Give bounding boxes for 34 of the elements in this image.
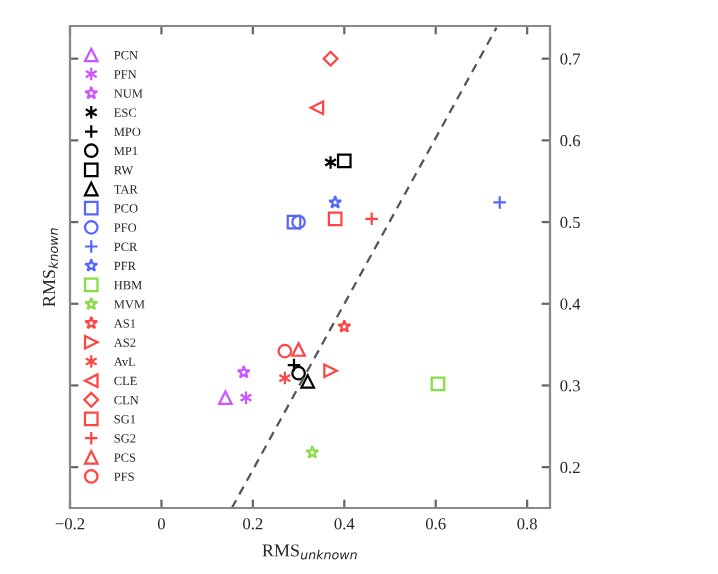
- point: [328, 195, 343, 209]
- point: [324, 155, 338, 170]
- y-tick-label: 0.5: [560, 216, 580, 229]
- point: [305, 445, 320, 459]
- x-tick-label: 0.4: [334, 518, 355, 530]
- point: [291, 214, 306, 230]
- point: [430, 376, 446, 392]
- y-tick-label: 0.3: [560, 380, 580, 392]
- x-tick-label: 0.6: [425, 518, 446, 530]
- x-tick-label: 0: [157, 518, 165, 530]
- point: [309, 100, 325, 116]
- point: [278, 370, 292, 386]
- x-tick-label: 0.8: [517, 518, 537, 530]
- point: [323, 363, 338, 379]
- point: [300, 374, 316, 389]
- point: [236, 365, 251, 379]
- x-axis-title: RMS$_{unknown}$: [262, 544, 357, 560]
- point: [286, 214, 302, 230]
- point: [239, 390, 253, 406]
- x-tick-label: 0.2: [243, 518, 263, 530]
- y-tick-label: 0.6: [560, 135, 581, 147]
- x-tick-label: −0.2: [55, 518, 85, 530]
- point: [322, 50, 339, 67]
- point: [291, 342, 306, 357]
- point: [218, 390, 233, 406]
- point: [327, 211, 343, 227]
- y-axis-title: RMS$_{known}$: [42, 228, 59, 307]
- y-tick-label: 0.7: [560, 53, 581, 65]
- point: [291, 365, 306, 381]
- point: [277, 343, 293, 359]
- y-tick-label: 0.2: [560, 461, 580, 474]
- point: [337, 319, 352, 333]
- point: [336, 153, 352, 169]
- y-tick-label: 0.4: [560, 298, 581, 310]
